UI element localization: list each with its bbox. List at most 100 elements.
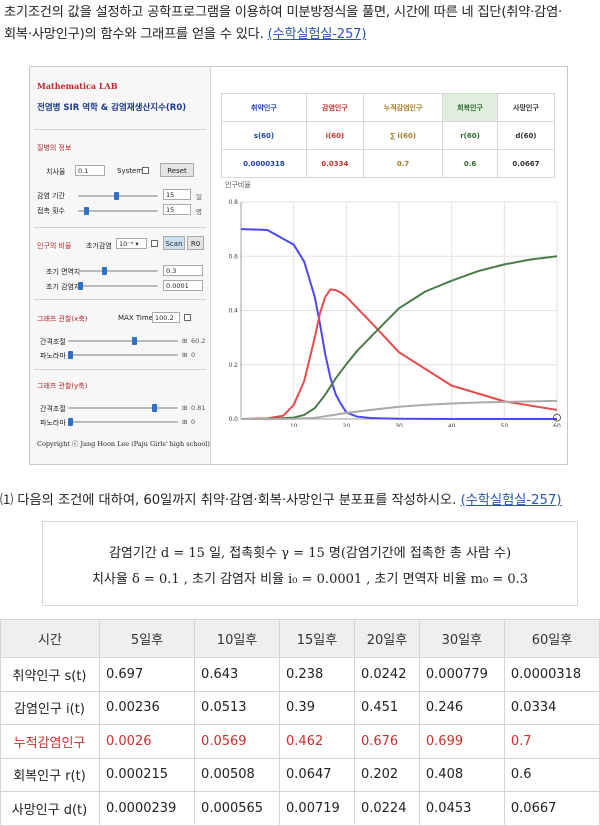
contact-unit: 명 bbox=[196, 208, 202, 216]
table-cell: 0.0647 bbox=[279, 757, 355, 792]
divider bbox=[34, 227, 206, 228]
intro-line-2-text: 회복·사망인구)의 함수와 그래프를 얻을 수 있다. bbox=[4, 27, 268, 42]
table-row: 누적감염인구 0.0026 0.0569 0.462 0.676 0.699 0.7 bbox=[0, 724, 600, 759]
pan-label-y: 파노라마 bbox=[40, 419, 66, 427]
table-header-cell: 10일후 bbox=[194, 619, 281, 658]
contact-knob[interactable] bbox=[84, 207, 89, 215]
table-cell: 0.202 bbox=[353, 757, 420, 792]
conditions-line-1: 감염기간 d = 15 일, 접촉횟수 γ = 15 명(감염기간에 접촉한 총… bbox=[108, 546, 512, 561]
row-label: 회복인구 r(t) bbox=[0, 757, 100, 792]
immune-knob[interactable] bbox=[102, 267, 107, 275]
plus-icon[interactable]: ⊞ bbox=[182, 351, 188, 359]
pan-slider-x[interactable] bbox=[68, 354, 178, 356]
interval-knob-y[interactable] bbox=[152, 404, 157, 412]
table-cell: 0.676 bbox=[353, 724, 420, 759]
table-header-cell: 20일후 bbox=[353, 619, 420, 658]
metrics-table: 취약인구 감염인구 누적감염인구 회복인구 사망인구 s(60) i(60) ∑ i(60)… bbox=[221, 93, 556, 178]
reset-button[interactable]: Reset bbox=[160, 163, 194, 177]
table-cell: 0.7 bbox=[503, 724, 600, 759]
infected-slider[interactable] bbox=[78, 285, 158, 287]
metric-headers: 회복인구 bbox=[442, 93, 498, 122]
table-cell: 0.246 bbox=[418, 690, 505, 725]
contact-input[interactable]: 15 bbox=[163, 204, 191, 215]
row-label: 누적감염인구 bbox=[0, 724, 100, 759]
pan-value-x: 0 bbox=[191, 351, 196, 359]
intro-link[interactable]: (수학실험실-257) bbox=[267, 27, 367, 42]
y-tick-label: 0.8 bbox=[228, 199, 238, 206]
divider bbox=[34, 129, 206, 130]
pan-knob-y[interactable] bbox=[68, 418, 73, 426]
x-tick-label: 40 bbox=[448, 423, 456, 427]
pan-slider-y[interactable] bbox=[68, 421, 178, 423]
divider bbox=[34, 369, 206, 370]
table-header-cell: 15일후 bbox=[279, 619, 355, 658]
table-cell: 0.0513 bbox=[194, 690, 281, 725]
infected-knob[interactable] bbox=[78, 282, 83, 290]
interval-knob-x[interactable] bbox=[132, 337, 137, 345]
init-infect-select[interactable]: 10⁻⁴ ▾ bbox=[116, 238, 147, 249]
system-checkbox[interactable] bbox=[142, 167, 149, 174]
interval-slider-y[interactable] bbox=[68, 407, 178, 409]
x-tick-label: 60 bbox=[553, 423, 561, 427]
pan-knob-x[interactable] bbox=[68, 351, 73, 359]
distribution-table: 시간 5일후 10일후 15일후 20일후 30일후 60일후 취약인구 s(t) 0.697… bbox=[0, 619, 600, 826]
table-cell: 0.000779 bbox=[418, 657, 505, 692]
sir-chart: 10 20 30 40 50 60 0.0 0.2 0.4 0.6 0.8 bbox=[228, 199, 561, 427]
output-area: 취약인구 감염인구 누적감염인구 회복인구 사망인구 s(60) i(60) ∑ i(60)… bbox=[211, 67, 567, 464]
question-link[interactable]: (수학실험실-257) bbox=[460, 493, 562, 508]
infect-period-knob[interactable] bbox=[114, 192, 119, 200]
scan-button[interactable]: Scan bbox=[163, 236, 185, 250]
table-cell: 0.0026 bbox=[98, 724, 196, 759]
metric-symbols: ∑ i(60) bbox=[362, 121, 444, 150]
control-panel: Mathematica LAB 전염병 SIR 역학 & 감염재생산지수(R0)… bbox=[30, 67, 211, 464]
immune-label: 초기 면역자 bbox=[46, 268, 81, 276]
metric-headers: 누적감염인구 bbox=[362, 93, 444, 122]
init-infect-value: 10⁻⁴ bbox=[119, 240, 134, 248]
metric-values: 0.0000318 bbox=[221, 149, 307, 178]
section-graph-y: 그래프 관찰(y축) bbox=[37, 382, 88, 390]
init-infect-checkbox[interactable] bbox=[151, 240, 158, 247]
table-cell: 0.39 bbox=[279, 690, 355, 725]
table-cell: 0.0334 bbox=[503, 690, 600, 725]
table-cell: 0.000565 bbox=[194, 791, 281, 826]
plus-icon[interactable]: ⊞ bbox=[182, 418, 188, 426]
table-cell: 0.0000239 bbox=[98, 791, 196, 826]
init-infect-label: 초기감염 bbox=[86, 242, 112, 250]
plus-icon[interactable]: ⊞ bbox=[182, 404, 188, 412]
x-tick-label: 20 bbox=[343, 423, 351, 427]
infected-input[interactable]: 0.0001 bbox=[163, 280, 203, 291]
mathematica-panel: Mathematica LAB 전염병 SIR 역학 & 감염재생산지수(R0)… bbox=[29, 66, 568, 465]
contact-label: 접촉 횟수 bbox=[37, 207, 65, 215]
table-header-row: 시간 5일후 10일후 15일후 20일후 30일후 60일후 bbox=[0, 619, 600, 658]
table-header-cell: 5일후 bbox=[98, 619, 196, 658]
table-cell: 0.408 bbox=[418, 757, 505, 792]
immune-input[interactable]: 0.3 bbox=[163, 265, 203, 276]
r0-button[interactable]: R0 bbox=[187, 236, 204, 250]
infect-period-label: 감염 기간 bbox=[37, 192, 65, 200]
recovered-line bbox=[240, 255, 558, 420]
plus-icon[interactable]: ⊞ bbox=[182, 337, 188, 345]
table-cell: 0.462 bbox=[279, 724, 355, 759]
table-cell: 0.6 bbox=[503, 757, 600, 792]
metric-values: 0.7 bbox=[362, 149, 444, 178]
interval-label-y: 간격조절 bbox=[40, 405, 66, 413]
contact-slider[interactable] bbox=[78, 210, 158, 212]
system-label: System bbox=[117, 167, 144, 175]
x-tick-label: 30 bbox=[395, 423, 403, 427]
table-cell: 0.00508 bbox=[194, 757, 281, 792]
death-rate-input[interactable]: 0.1 bbox=[75, 165, 105, 176]
intro-paragraph: 초기조건의 값을 설정하고 공학프로그램을 이용하여 미분방정식을 풀면, 시간… bbox=[4, 2, 596, 46]
metric-values: 0.0334 bbox=[305, 149, 364, 178]
maxtime-label: MAX Time bbox=[118, 314, 153, 322]
immune-slider[interactable] bbox=[78, 270, 158, 272]
metrics-value-row: 0.0000318 0.0334 0.7 0.6 0.0667 bbox=[221, 149, 556, 178]
table-row: 사망인구 d(t) 0.0000239 0.000565 0.00719 0.0224 0… bbox=[0, 791, 600, 826]
metric-symbols: r(60) bbox=[442, 121, 498, 150]
y-tick-label: 0.6 bbox=[228, 253, 238, 260]
maxtime-checkbox[interactable] bbox=[184, 314, 191, 321]
divider bbox=[34, 299, 206, 300]
maxtime-input[interactable]: 100.2 bbox=[152, 312, 180, 323]
interval-slider-x[interactable] bbox=[68, 340, 178, 342]
table-row: 회복인구 r(t) 0.000215 0.00508 0.0647 0.202 0.408… bbox=[0, 757, 600, 792]
infect-period-input[interactable]: 15 bbox=[163, 189, 191, 200]
